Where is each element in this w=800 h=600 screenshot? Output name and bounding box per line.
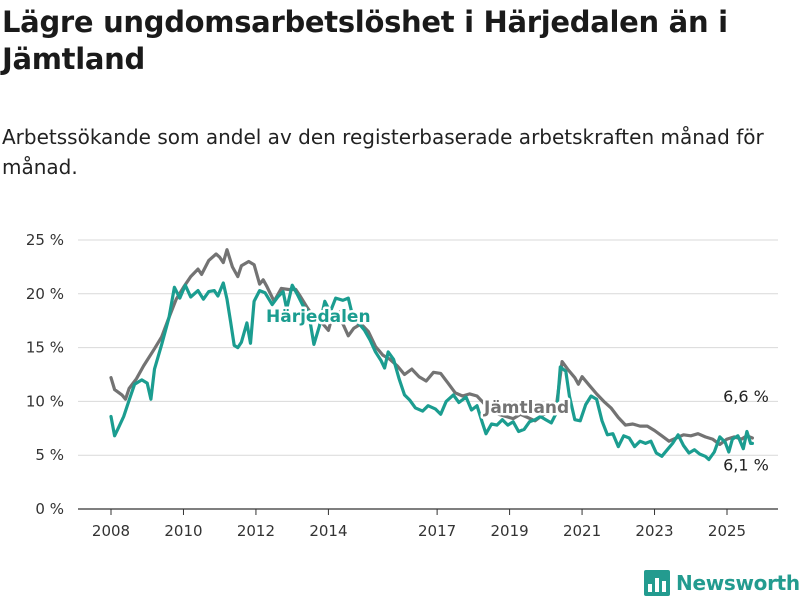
x-tick-label: 2021 (563, 522, 601, 540)
brand-name: Newsworthy (676, 571, 800, 595)
end-label-harjedalen: 6,1 % (723, 455, 769, 474)
x-tick-label: 2025 (708, 522, 746, 540)
x-tick-label: 2012 (237, 522, 275, 540)
x-tick-label: 2008 (92, 522, 130, 540)
x-tick-label: 2019 (490, 522, 528, 540)
series-label-jamtland: Jämtland (483, 398, 569, 418)
x-tick-label: 2023 (635, 522, 673, 540)
x-axis: 2008 2010 2012 2014 2017 2019 2021 2023 2025 (92, 509, 746, 540)
x-tick-label: 2014 (309, 522, 347, 540)
grid-lines (78, 239, 778, 510)
y-tick-label: 25 % (26, 231, 64, 249)
series-labels: Härjedalen Jämtland 6,6 % 6,1 % (264, 305, 769, 475)
x-tick-label: 2017 (418, 522, 456, 540)
x-tick-label: 2010 (164, 522, 202, 540)
y-tick-label: 15 % (26, 339, 64, 357)
series-line-jämtland (109, 248, 754, 446)
y-tick-label: 0 % (35, 500, 64, 518)
y-tick-label: 20 % (26, 285, 64, 303)
bar-chart-logo-icon (644, 570, 670, 596)
series-label-harjedalen: Härjedalen (266, 307, 371, 327)
y-axis: 0 % 5 % 10 % 15 % 20 % 25 % (26, 231, 64, 518)
chart-title: Lägre ungdomsarbetslöshet i Härjedalen ä… (2, 5, 728, 76)
y-tick-label: 5 % (35, 446, 64, 464)
series-lines (109, 248, 754, 462)
brand: Newsworthy (644, 569, 800, 597)
series-line-härjedalen (109, 281, 754, 462)
y-tick-label: 10 % (26, 392, 64, 410)
chart-subtitle: Arbetssökande som andel av den registerb… (2, 125, 764, 179)
end-label-jamtland: 6,6 % (723, 387, 769, 406)
